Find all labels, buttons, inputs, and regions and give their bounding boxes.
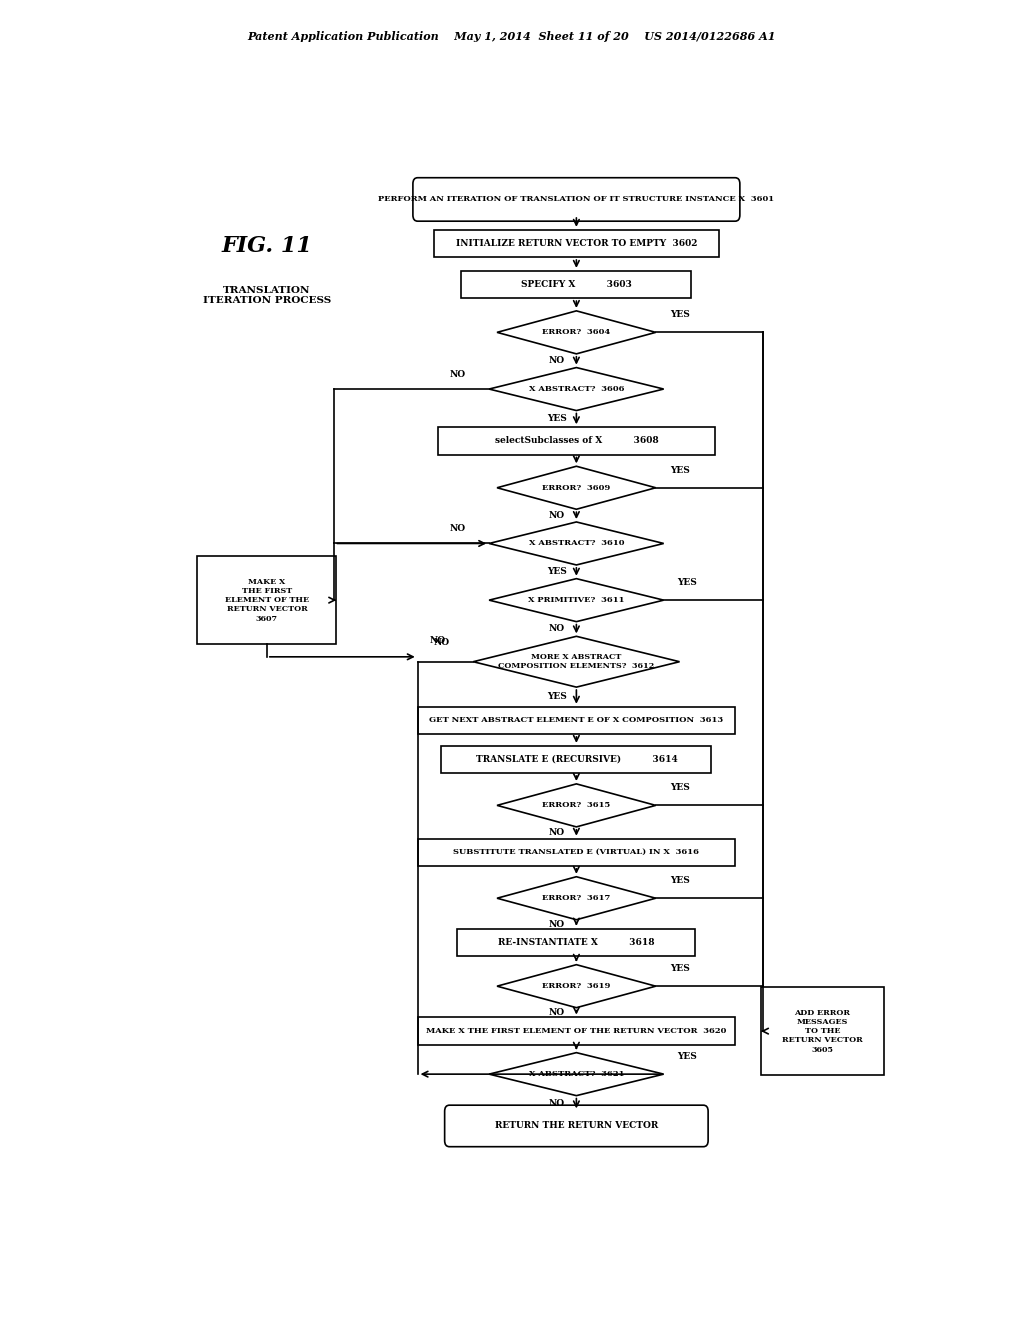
Text: YES: YES [670,964,689,973]
Text: ERROR?  3609: ERROR? 3609 [543,483,610,492]
Text: ERROR?  3615: ERROR? 3615 [543,801,610,809]
Text: SPECIFY X          3603: SPECIFY X 3603 [521,280,632,289]
Polygon shape [489,521,664,565]
Text: NO: NO [549,511,564,520]
Text: NO: NO [549,624,564,634]
Text: GET NEXT ABSTRACT ELEMENT E OF X COMPOSITION  3613: GET NEXT ABSTRACT ELEMENT E OF X COMPOSI… [429,717,723,725]
FancyBboxPatch shape [444,1105,709,1147]
Text: MAKE X THE FIRST ELEMENT OF THE RETURN VECTOR  3620: MAKE X THE FIRST ELEMENT OF THE RETURN V… [426,1027,727,1035]
Text: NO: NO [549,1100,564,1107]
Text: X ABSTRACT?  3610: X ABSTRACT? 3610 [528,540,625,548]
Text: YES: YES [670,876,689,886]
Bar [441,746,712,774]
Text: RETURN THE RETURN VECTOR: RETURN THE RETURN VECTOR [495,1122,658,1130]
Text: selectSubclasses of X          3608: selectSubclasses of X 3608 [495,437,658,445]
Bar [458,928,695,956]
Text: ADD ERROR
MESSAGES
TO THE
RETURN VECTOR
3605: ADD ERROR MESSAGES TO THE RETURN VECTOR … [782,1008,863,1053]
Bar [461,271,691,298]
Text: YES: YES [678,1052,697,1061]
Text: NO: NO [450,370,465,379]
Polygon shape [489,1052,664,1096]
Polygon shape [497,965,655,1007]
Bar [761,987,884,1074]
Text: X ABSTRACT?  3621: X ABSTRACT? 3621 [528,1071,625,1078]
Text: YES: YES [670,310,689,319]
Bar [418,838,735,866]
Bar [418,1018,735,1045]
Text: MORE X ABSTRACT
COMPOSITION ELEMENTS?  3612: MORE X ABSTRACT COMPOSITION ELEMENTS? 36… [499,653,654,671]
Bar [418,706,735,734]
Polygon shape [497,312,655,354]
Text: SUBSTITUTE TRANSLATED E (VIRTUAL) IN X  3616: SUBSTITUTE TRANSLATED E (VIRTUAL) IN X 3… [454,849,699,857]
Text: MAKE X
THE FIRST
ELEMENT OF THE
RETURN VECTOR
3607: MAKE X THE FIRST ELEMENT OF THE RETURN V… [225,578,309,623]
Text: X PRIMITIVE?  3611: X PRIMITIVE? 3611 [528,597,625,605]
Text: NO: NO [450,524,465,533]
Text: ERROR?  3619: ERROR? 3619 [542,982,610,990]
Text: RE-INSTANTIATE X          3618: RE-INSTANTIATE X 3618 [498,937,654,946]
FancyBboxPatch shape [413,178,740,222]
Text: PERFORM AN ITERATION OF TRANSLATION OF IT STRUCTURE INSTANCE X  3601: PERFORM AN ITERATION OF TRANSLATION OF I… [378,195,774,203]
Text: X ABSTRACT?  3606: X ABSTRACT? 3606 [528,385,625,393]
Bar [198,556,336,644]
Text: NO: NO [549,356,564,366]
Bar [437,428,715,454]
Text: NO: NO [549,920,564,929]
Polygon shape [489,367,664,411]
Text: ERROR?  3604: ERROR? 3604 [543,329,610,337]
Text: YES: YES [547,414,566,424]
Text: FIG. 11: FIG. 11 [221,235,312,257]
Text: YES: YES [678,578,697,587]
Text: TRANSLATION
ITERATION PROCESS: TRANSLATION ITERATION PROCESS [203,285,331,305]
Polygon shape [497,784,655,826]
Text: YES: YES [670,466,689,475]
Text: TRANSLATE E (RECURSIVE)          3614: TRANSLATE E (RECURSIVE) 3614 [475,755,677,764]
Bar [433,230,719,257]
Polygon shape [497,466,655,510]
Text: NO: NO [429,636,445,644]
Polygon shape [497,876,655,920]
Text: NO: NO [549,828,564,837]
Text: Patent Application Publication    May 1, 2014  Sheet 11 of 20    US 2014/0122686: Patent Application Publication May 1, 20… [248,32,776,42]
Text: ERROR?  3617: ERROR? 3617 [542,894,610,903]
Text: INITIALIZE RETURN VECTOR TO EMPTY  3602: INITIALIZE RETURN VECTOR TO EMPTY 3602 [456,239,697,248]
Text: YES: YES [547,693,566,701]
Text: NO: NO [549,1008,564,1018]
Polygon shape [473,636,680,688]
Text: YES: YES [547,568,566,577]
Text: NO: NO [433,638,450,647]
Text: YES: YES [670,783,689,792]
Polygon shape [489,578,664,622]
